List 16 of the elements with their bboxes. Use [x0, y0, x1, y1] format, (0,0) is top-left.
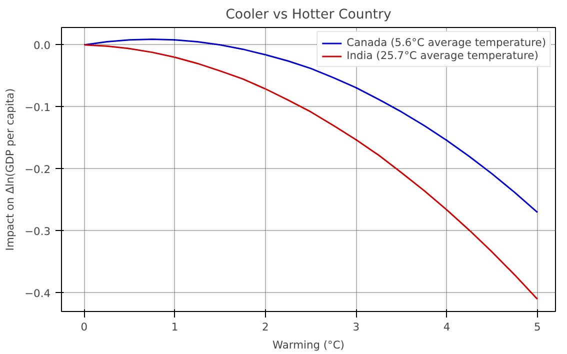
legend-label: India (25.7°C average temperature) — [346, 49, 538, 62]
chart-title: Cooler vs Hotter Country — [226, 8, 392, 22]
x-tick-label: 5 — [534, 320, 541, 334]
x-tick-label: 1 — [171, 320, 178, 334]
y-tick-label: 0.0 — [34, 38, 51, 52]
y-tick-label: −0.2 — [24, 162, 51, 176]
x-tick-label: 4 — [443, 320, 450, 334]
x-tick-label: 3 — [352, 320, 360, 334]
x-tick-label: 2 — [262, 320, 269, 334]
y-tick-label: −0.1 — [24, 100, 51, 114]
y-tick-label: −0.4 — [24, 286, 51, 300]
legend-label: Canada (5.6°C average temperature) — [346, 36, 546, 49]
x-axis-title: Warming (°C) — [272, 338, 344, 352]
y-tick-label: −0.3 — [24, 224, 51, 238]
y-axis-title: Impact on Δln(GDP per capita) — [4, 88, 17, 251]
x-tick-label: 0 — [80, 320, 88, 334]
